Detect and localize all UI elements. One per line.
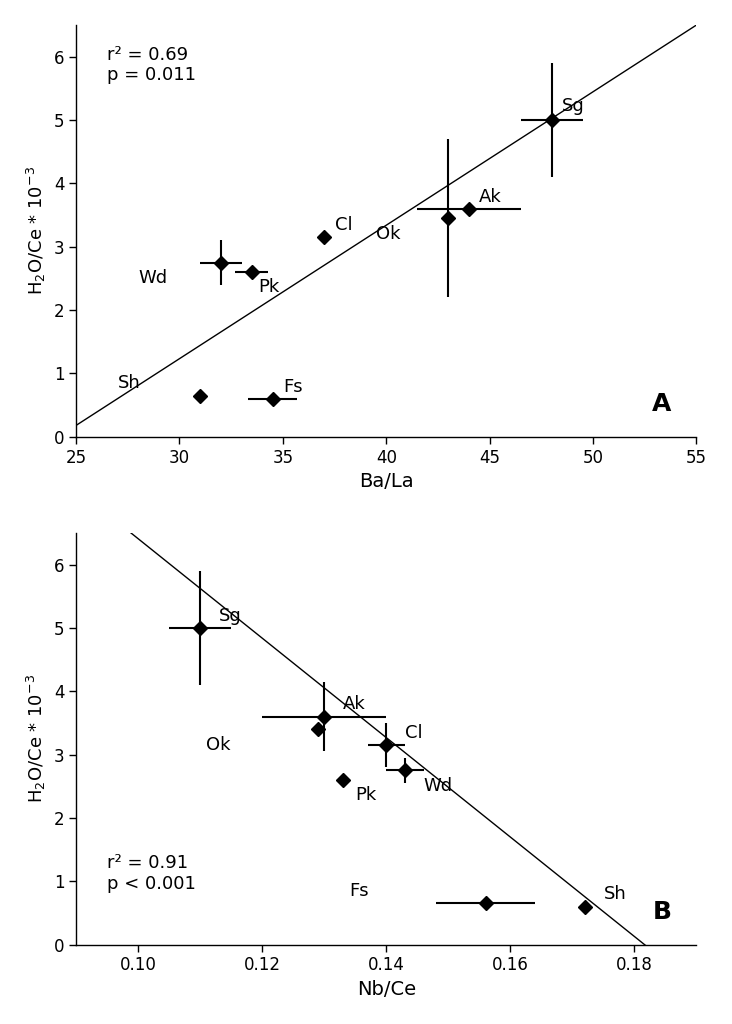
Text: Pk: Pk xyxy=(258,279,280,296)
Y-axis label: H$_2$O/Ce * 10$^{-3}$: H$_2$O/Ce * 10$^{-3}$ xyxy=(25,166,48,296)
Text: Sh: Sh xyxy=(603,886,626,903)
X-axis label: Ba/La: Ba/La xyxy=(359,472,414,492)
Text: Pk: Pk xyxy=(355,786,376,804)
Text: Fs: Fs xyxy=(283,378,302,395)
Text: r² = 0.69
p = 0.011: r² = 0.69 p = 0.011 xyxy=(107,46,196,84)
X-axis label: Nb/Ce: Nb/Ce xyxy=(356,980,416,999)
Text: Fs: Fs xyxy=(349,883,369,900)
Y-axis label: H$_2$O/Ce * 10$^{-3}$: H$_2$O/Ce * 10$^{-3}$ xyxy=(25,674,48,803)
Text: A: A xyxy=(652,392,672,416)
Text: Sh: Sh xyxy=(117,375,141,392)
Text: Ak: Ak xyxy=(479,187,502,206)
Text: Wd: Wd xyxy=(138,269,167,287)
Text: Ok: Ok xyxy=(206,735,231,754)
Text: Cl: Cl xyxy=(405,724,422,742)
Text: Sg: Sg xyxy=(562,97,585,115)
Text: Sg: Sg xyxy=(219,606,242,625)
Text: r² = 0.91
p < 0.001: r² = 0.91 p < 0.001 xyxy=(107,854,196,893)
Text: Ak: Ak xyxy=(343,695,365,714)
Text: Cl: Cl xyxy=(335,216,352,234)
Text: B: B xyxy=(653,900,672,924)
Text: Wd: Wd xyxy=(424,777,452,795)
Text: Ok: Ok xyxy=(376,224,400,243)
